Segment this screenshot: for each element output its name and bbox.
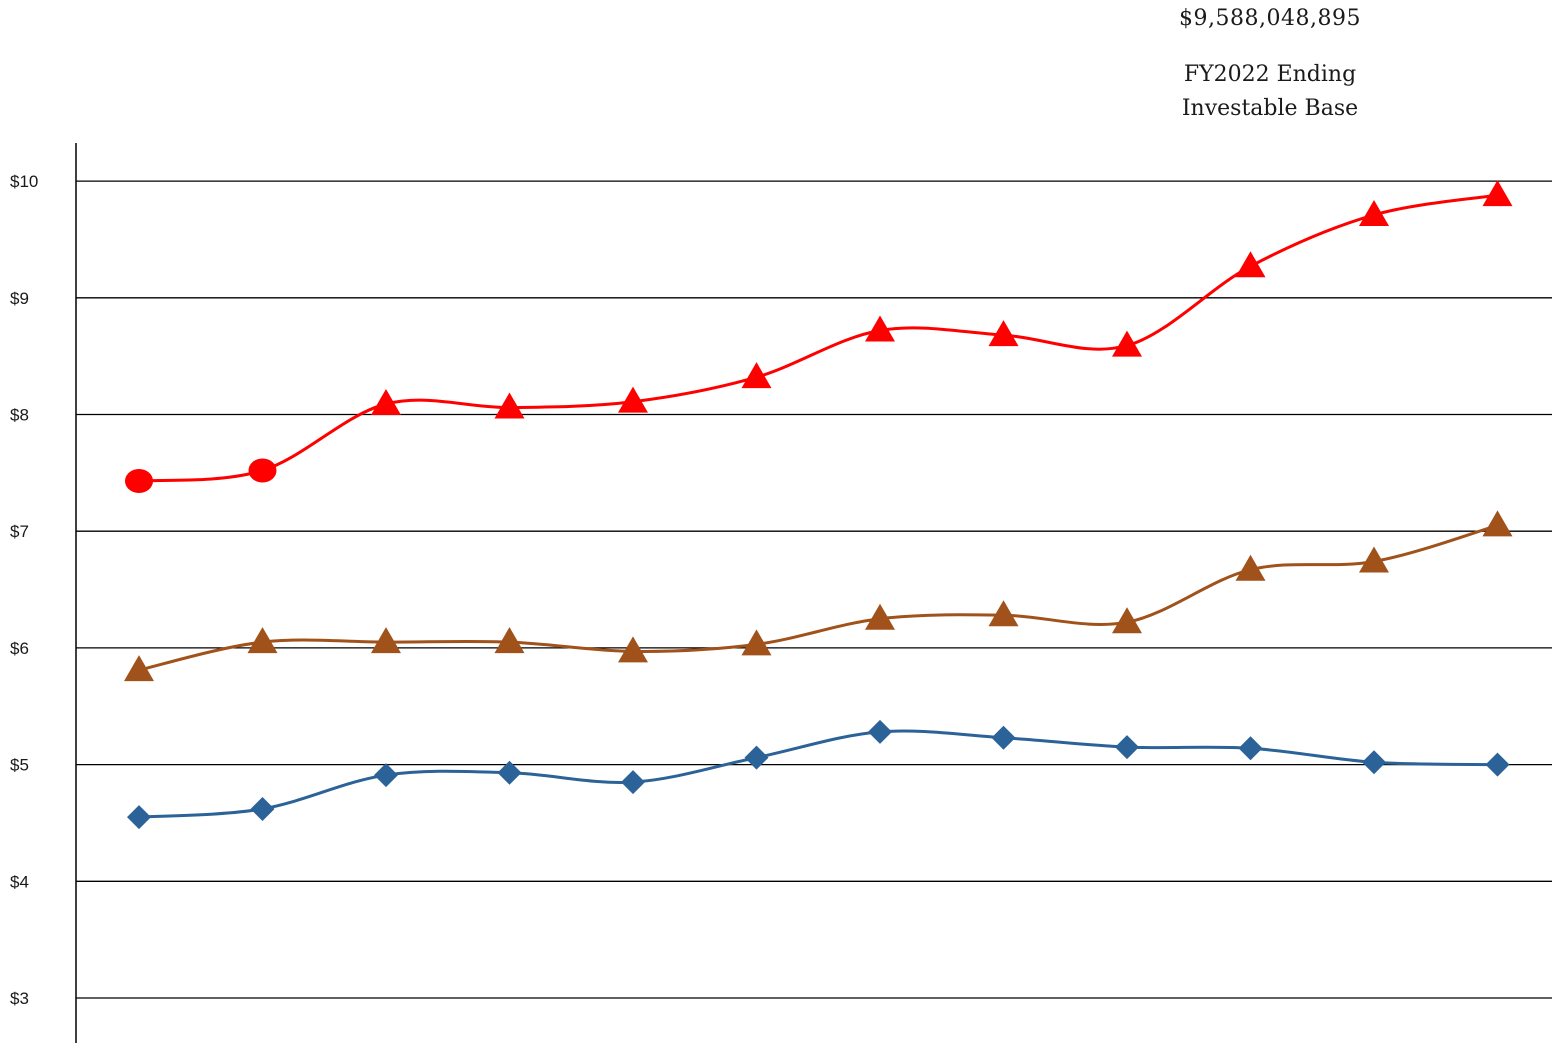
series-0-point xyxy=(1235,251,1266,278)
grid-lines xyxy=(76,180,1552,999)
series-0-point xyxy=(1112,330,1142,357)
y-axis-ticks: $10 $9 $8 $7 $6 $5 $4 $3 xyxy=(10,172,38,1008)
series-0-point xyxy=(741,362,772,389)
series-2-point xyxy=(1238,736,1263,761)
series-2-point xyxy=(991,725,1016,750)
y-tick-label: $7 xyxy=(10,522,29,541)
series-1-point xyxy=(1112,607,1142,634)
series-line-1 xyxy=(138,523,1498,672)
y-tick-label: $3 xyxy=(10,989,29,1008)
series-2-point xyxy=(1362,750,1386,775)
series-1-point xyxy=(371,627,401,654)
series-2-point xyxy=(744,745,769,770)
series-1-point xyxy=(247,627,278,654)
series-0-point xyxy=(865,315,895,342)
y-tick-label: $5 xyxy=(10,756,29,775)
series-markers xyxy=(124,180,1513,830)
series-1-point xyxy=(865,603,895,630)
series-0-point xyxy=(125,469,153,494)
series-0-point xyxy=(1482,180,1513,207)
series-1-point xyxy=(988,600,1019,627)
series-2-point xyxy=(1115,735,1139,760)
series-1-point xyxy=(1235,554,1266,581)
series-1-point xyxy=(124,655,154,682)
series-line-0 xyxy=(138,193,1498,483)
series-2-point xyxy=(1485,752,1510,777)
series-0-point xyxy=(371,388,401,415)
y-tick-label: $9 xyxy=(10,289,29,308)
caption-line-1: FY2022 Ending xyxy=(1183,62,1357,87)
series-0-point xyxy=(618,386,648,413)
series-lines xyxy=(138,193,1498,819)
series-1-point xyxy=(1359,546,1389,573)
series-2-point xyxy=(497,760,522,785)
series-1-point xyxy=(494,627,525,654)
caption-line-2: Investable Base xyxy=(1181,96,1359,121)
series-0-point xyxy=(248,458,277,483)
series-1-point xyxy=(1482,510,1513,537)
y-tick-label: $10 xyxy=(10,172,38,191)
ending-base-amount: $9,588,048,895 xyxy=(1179,6,1361,31)
series-1-point xyxy=(741,629,772,656)
series-line-2 xyxy=(138,729,1498,819)
series-0-point xyxy=(988,320,1019,347)
ending-base-caption: FY2022 Ending Investable Base xyxy=(1130,58,1410,126)
y-tick-label: $4 xyxy=(10,872,29,891)
series-0-point xyxy=(494,392,525,419)
series-1-point xyxy=(618,636,648,663)
series-2-point xyxy=(621,770,645,795)
series-0-point xyxy=(1359,199,1389,226)
series-2-point xyxy=(868,719,892,744)
y-tick-label: $8 xyxy=(10,406,29,425)
series-2-point xyxy=(127,805,151,830)
series-2-point xyxy=(250,796,275,821)
y-tick-label: $6 xyxy=(10,639,29,658)
series-2-point xyxy=(374,763,398,788)
